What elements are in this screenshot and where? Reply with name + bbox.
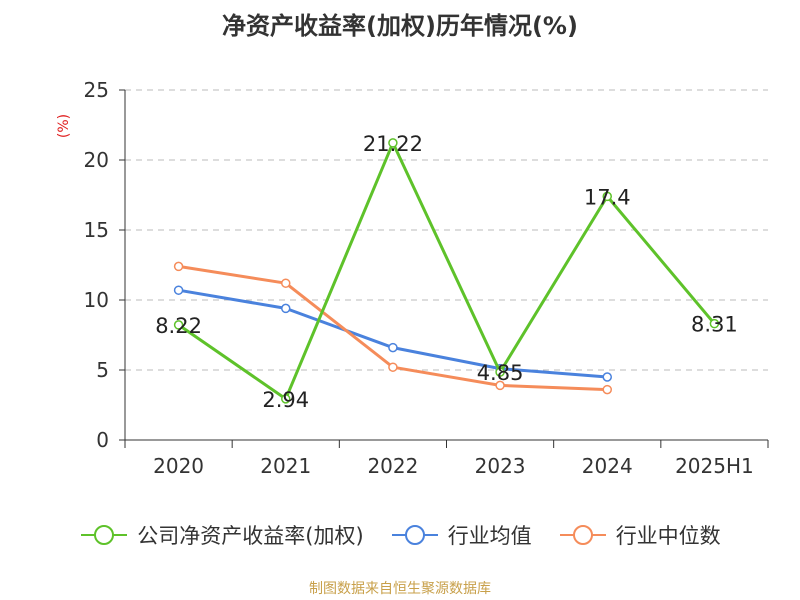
- y-tick-label: 5: [96, 358, 109, 382]
- series-line-0: [177, 141, 716, 401]
- data-point: [495, 367, 505, 377]
- data-point: [388, 138, 398, 148]
- y-tick-label: 10: [84, 288, 109, 312]
- legend-item-company-roe[interactable]: 公司净资产收益率(加权): [79, 520, 364, 550]
- legend-label-industry-average: 行业均值: [447, 524, 532, 548]
- x-tick-label: 2023: [475, 454, 526, 478]
- data-point: [281, 303, 291, 314]
- legend-swatch-industry-median: [559, 525, 606, 545]
- data-point: [388, 342, 398, 353]
- chart-title: 净资产收益率(加权)历年情况(%): [222, 12, 578, 40]
- legend-swatch-industry-average: [391, 525, 438, 545]
- y-tick-label: 0: [96, 428, 109, 452]
- data-label: 17.4: [584, 185, 631, 209]
- series-lines: [173, 138, 720, 404]
- data-point: [281, 278, 291, 288]
- legend-label-industry-median: 行业中位数: [615, 524, 721, 548]
- data-point: [173, 285, 184, 295]
- data-point: [173, 320, 184, 330]
- x-tick-label: 2025H1: [675, 454, 754, 478]
- legend-label-company-roe: 公司净资产收益率(加权): [137, 524, 364, 548]
- data-point: [602, 372, 612, 382]
- data-point: [495, 380, 505, 391]
- legend-swatch-company-roe: [81, 525, 128, 545]
- data-point: [602, 191, 612, 202]
- data-label: 8.22: [155, 314, 202, 338]
- data-labels: 8.22 2.94 21.22 4.85 17.4 8.31: [155, 132, 738, 412]
- grid-lines: [125, 89, 768, 371]
- axes: 0 5 10 15 20 25 2020 2021 2022 2023 2024 2025H1: [84, 78, 769, 478]
- data-label: 4.85: [477, 361, 524, 385]
- data-source-note: 制图数据来自恒生聚源数据库: [309, 581, 491, 597]
- y-axis-unit-label: (%): [56, 114, 72, 138]
- data-point: [281, 394, 291, 404]
- x-tick-label: 2021: [260, 454, 311, 478]
- data-label: 2.94: [262, 388, 309, 412]
- y-tick-label: 25: [84, 78, 109, 102]
- x-tick-label: 2024: [582, 454, 633, 478]
- data-point: [602, 384, 612, 395]
- y-tick-label: 20: [84, 148, 109, 172]
- legend-item-industry-median[interactable]: 行业中位数: [558, 520, 721, 550]
- x-tick-label: 2022: [367, 454, 418, 478]
- legend: 公司净资产收益率(加权) 行业均值 行业中位数: [0, 520, 800, 550]
- legend-item-industry-average[interactable]: 行业均值: [390, 520, 532, 550]
- y-tick-label: 15: [84, 218, 109, 242]
- x-tick-label: 2020: [153, 454, 204, 478]
- data-label: 21.22: [363, 132, 423, 156]
- data-label: 8.31: [691, 313, 738, 337]
- data-point: [173, 261, 184, 272]
- data-point: [388, 362, 398, 372]
- data-point: [709, 318, 720, 329]
